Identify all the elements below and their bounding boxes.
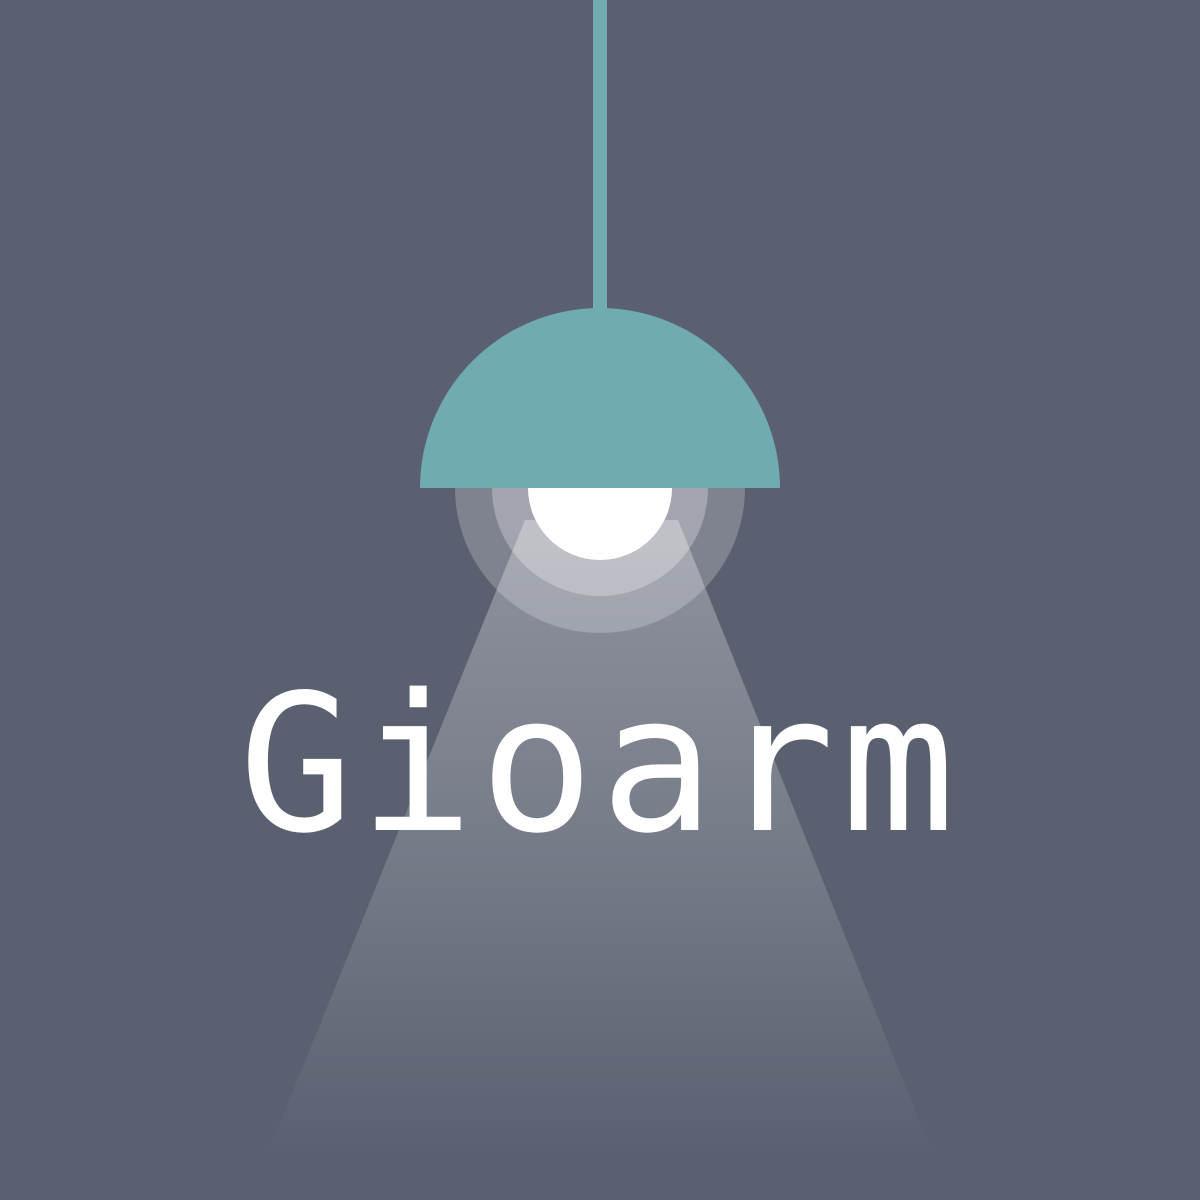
- light-beam: [265, 520, 935, 1160]
- lamp-shade: [420, 308, 780, 488]
- brand-name: Gioarm: [238, 654, 962, 875]
- lamp-cord: [593, 0, 607, 318]
